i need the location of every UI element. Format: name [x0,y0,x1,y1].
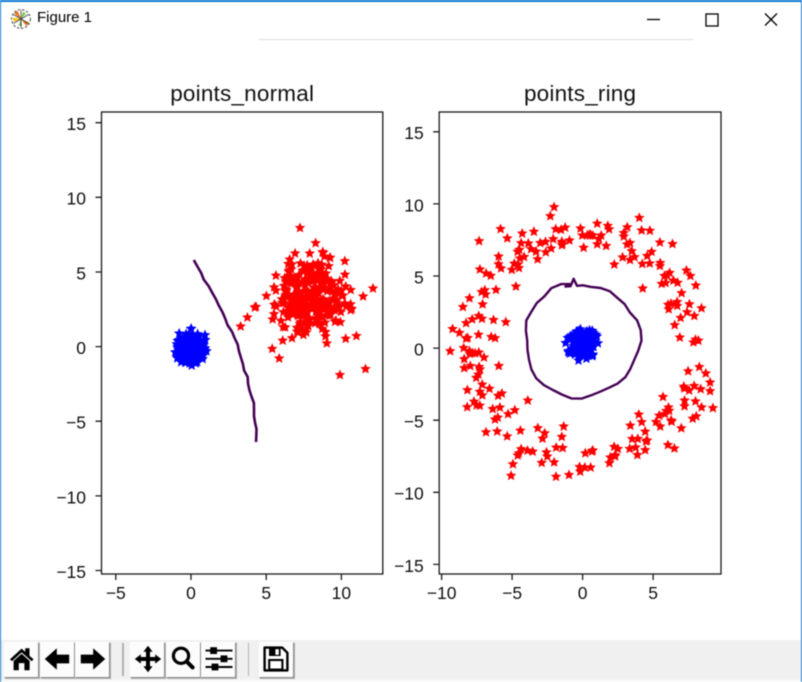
svg-text:15: 15 [404,123,423,143]
svg-text:15: 15 [67,114,86,134]
svg-text:0: 0 [186,583,196,603]
svg-text:−10: −10 [427,583,457,603]
svg-text:5: 5 [261,583,271,603]
svg-text:−10: −10 [56,487,86,507]
svg-text:0: 0 [76,338,86,358]
svg-text:5: 5 [414,267,424,287]
svg-text:−5: −5 [66,413,86,433]
svg-text:10: 10 [332,583,352,603]
svg-text:points_normal: points_normal [170,81,314,106]
svg-text:−15: −15 [56,562,86,582]
svg-text:0: 0 [414,340,424,360]
svg-text:10: 10 [67,189,87,209]
svg-text:−5: −5 [404,412,424,432]
svg-text:points_ring: points_ring [524,81,636,106]
svg-text:5: 5 [76,263,86,283]
svg-text:0: 0 [578,583,588,603]
svg-text:−5: −5 [106,583,126,603]
svg-text:10: 10 [404,195,424,215]
svg-text:−10: −10 [394,484,424,504]
svg-text:−15: −15 [394,556,424,576]
svg-text:5: 5 [648,583,658,603]
svg-text:−5: −5 [502,583,522,603]
